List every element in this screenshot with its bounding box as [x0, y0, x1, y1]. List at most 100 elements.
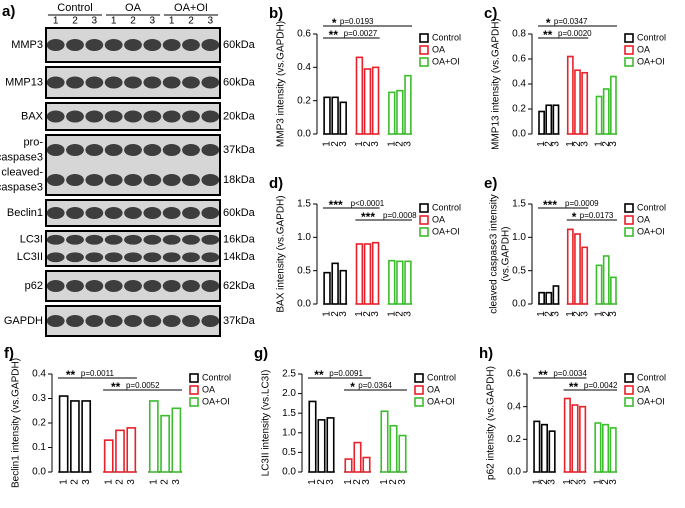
band: [66, 315, 84, 327]
bar: [126, 427, 137, 473]
x-tick-label: 3: [551, 141, 562, 147]
y-tick-label: 0.5: [282, 447, 296, 458]
band: [66, 144, 84, 156]
size-label: 60kDa: [223, 76, 256, 88]
band: [104, 315, 123, 327]
x-tick-label: 3: [370, 141, 381, 147]
y-tick-label: 0.0: [507, 467, 521, 478]
bar: [58, 395, 69, 473]
band: [201, 144, 220, 156]
bar: [566, 228, 574, 305]
bar: [609, 427, 617, 473]
bar: [610, 276, 617, 305]
group-label: OA: [125, 2, 142, 14]
p-value: p=0.0020: [558, 29, 592, 38]
legend-swatch: [624, 215, 634, 225]
bar: [396, 260, 404, 305]
protein-label: GAPDH: [4, 315, 43, 327]
x-tick-label: 1: [354, 141, 365, 147]
band: [46, 39, 65, 51]
bar: [323, 96, 331, 135]
legend-swatch: [414, 373, 424, 383]
x-tick-label: 3: [579, 311, 590, 317]
bar: [602, 255, 610, 305]
band: [104, 174, 123, 186]
x-tick-label: 2: [570, 479, 581, 485]
band: [201, 234, 220, 245]
y-tick-label: 1.5: [512, 199, 526, 210]
legend-label: OA: [637, 384, 650, 394]
panel-label: b): [269, 5, 283, 22]
band: [143, 280, 162, 292]
x-tick-label: 2: [572, 311, 583, 317]
bar: [115, 429, 125, 473]
bar: [538, 291, 545, 305]
group-label: Control: [57, 2, 92, 14]
protein-label: MMP3: [11, 39, 43, 51]
lane-label: 2: [72, 16, 78, 27]
stars: ***: [329, 198, 343, 212]
legend-swatch: [624, 227, 634, 237]
band: [182, 234, 200, 245]
group-label: OA+OI: [174, 2, 208, 14]
band: [104, 144, 123, 156]
legend-swatch: [624, 397, 634, 407]
x-tick-label: 3: [551, 311, 562, 317]
band: [201, 207, 220, 219]
x-tick-label: 1: [536, 311, 547, 317]
x-tick-label: 1: [322, 141, 333, 147]
x-tick-label: 2: [160, 479, 171, 485]
legend-swatch: [419, 33, 429, 43]
p-value: p=0.0193: [340, 17, 374, 26]
x-tick-label: 1: [322, 311, 333, 317]
x-tick-label: 1: [531, 479, 542, 485]
bar: [404, 260, 412, 305]
p-value: p=0.0008: [383, 211, 417, 220]
bar: [540, 423, 549, 473]
lane-label: 3: [92, 16, 98, 27]
y-tick-label: 0.1: [32, 442, 46, 453]
x-tick-label: 1: [379, 479, 390, 485]
x-tick-label: 3: [338, 311, 349, 317]
band: [182, 315, 200, 327]
band: [66, 76, 84, 89]
lane-label: 2: [130, 16, 136, 27]
band: [143, 39, 162, 51]
bar: [601, 423, 610, 473]
lane-label: 1: [53, 16, 59, 27]
bar: [331, 262, 339, 305]
legend-label: Control: [637, 32, 666, 42]
band: [124, 207, 142, 219]
x-tick-label: 1: [148, 479, 159, 485]
bar: [571, 404, 579, 473]
band: [104, 252, 123, 263]
p-value: p=0.0347: [554, 17, 588, 26]
x-tick-label: 1: [565, 311, 576, 317]
x-tick-label: 3: [325, 479, 336, 485]
p-value: p=0.0091: [329, 369, 363, 378]
x-tick-label: 1: [386, 311, 397, 317]
x-tick-label: 2: [539, 479, 550, 485]
bar: [548, 430, 556, 473]
band: [85, 39, 104, 51]
band: [201, 76, 220, 89]
band: [162, 110, 181, 123]
p-value: p=0.0027: [344, 29, 378, 38]
size-label: 16kDa: [223, 234, 256, 246]
legend-label: OA: [202, 384, 215, 394]
legend-swatch: [189, 397, 199, 407]
p-value: p=0.0009: [565, 199, 599, 208]
band: [182, 174, 200, 186]
x-tick-label: 2: [352, 479, 363, 485]
bar: [339, 269, 347, 305]
band: [143, 144, 162, 156]
size-label: 62kDa: [223, 280, 256, 292]
protein-label: caspase3: [0, 181, 43, 193]
band: [46, 207, 65, 219]
x-tick-label: 1: [536, 141, 547, 147]
bar: [563, 397, 571, 473]
size-label: 37kDa: [223, 315, 256, 327]
x-tick-label: 3: [171, 479, 182, 485]
band: [85, 252, 104, 263]
bar: [355, 56, 364, 135]
